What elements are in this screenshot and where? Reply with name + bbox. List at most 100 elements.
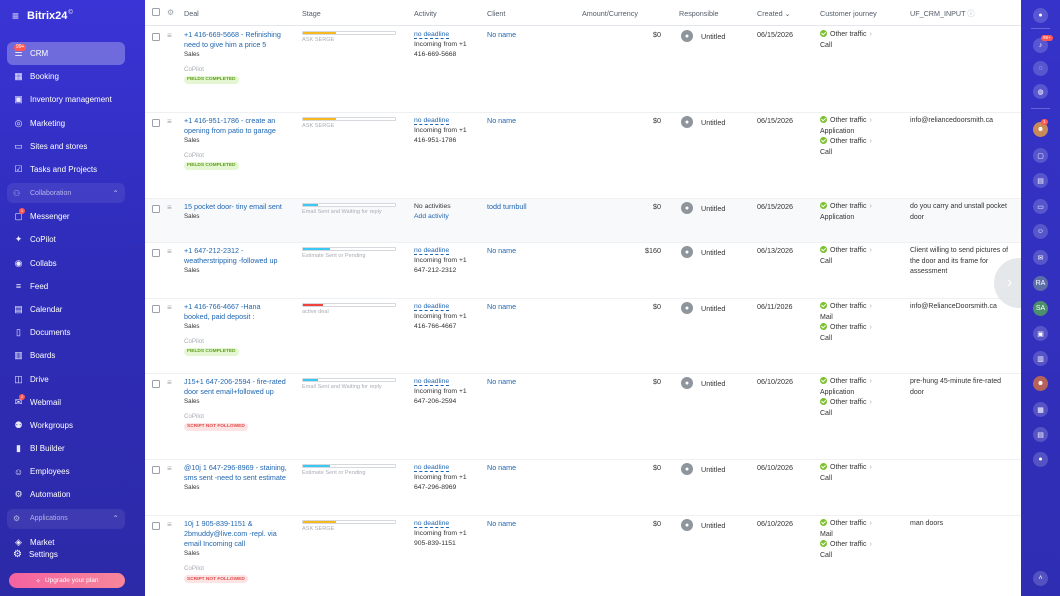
header-created[interactable]: Created ⌄ xyxy=(757,9,791,18)
client-link[interactable]: No name xyxy=(487,519,517,528)
stage-cell[interactable]: ASK SERGE xyxy=(302,117,396,130)
stage-progress-bar[interactable] xyxy=(302,31,396,35)
journey-entry[interactable]: Other traffic › Call xyxy=(820,463,900,484)
sidebar-item-bi-builder[interactable]: ▮ BI Builder xyxy=(7,437,125,460)
stage-cell[interactable]: Estimate Sent or Pending xyxy=(302,247,396,260)
client-link[interactable]: No name xyxy=(487,30,517,39)
activity-deadline-link[interactable]: no deadline xyxy=(414,117,450,125)
row-menu-icon[interactable]: ≡ xyxy=(167,520,172,529)
row-checkbox[interactable] xyxy=(152,249,160,257)
contact-avatar-icon[interactable]: ☻ 1 xyxy=(1033,119,1048,137)
activity-deadline-link[interactable]: no deadline xyxy=(414,520,450,528)
table-row[interactable]: ≡ @10j 1 647-296-8969 - staining, sms sen… xyxy=(145,460,1021,516)
table-row[interactable]: ≡ 15 pocket door- tiny email sent Sales Ema… xyxy=(145,199,1021,243)
responsible-cell[interactable]: ● Untitled xyxy=(681,30,725,42)
stage-cell[interactable]: ASK SERGE xyxy=(302,520,396,533)
sidebar-item-market[interactable]: ◈ Market xyxy=(7,531,125,554)
group-chat-icon[interactable]: ▦ xyxy=(1033,402,1048,417)
table-row[interactable]: ≡ +1 416-669-5668 - Refinishing need to g… xyxy=(145,27,1021,113)
header-responsible[interactable]: Responsible xyxy=(679,9,719,18)
mail-icon[interactable]: ✉ xyxy=(1033,250,1048,265)
sidebar-item-automation[interactable]: ⚙ Automation xyxy=(7,483,125,506)
notes-icon[interactable]: ▤ xyxy=(1033,427,1048,442)
journey-entry[interactable]: Other traffic › Call xyxy=(820,323,900,344)
row-menu-icon[interactable]: ≡ xyxy=(167,247,172,256)
stage-progress-bar[interactable] xyxy=(302,247,396,251)
activity-deadline-link[interactable]: no deadline xyxy=(414,464,450,472)
stage-cell[interactable]: active deal xyxy=(302,303,396,316)
profile-icon[interactable]: ● xyxy=(1033,452,1048,467)
header-deal[interactable]: Deal xyxy=(184,9,199,18)
select-all-checkbox[interactable] xyxy=(152,8,160,16)
sidebar-item-crm[interactable]: ☰ CRM 99+ xyxy=(7,42,125,66)
responsible-cell[interactable]: ● Untitled xyxy=(681,377,725,389)
journey-entry[interactable]: Other traffic › Mail xyxy=(820,302,900,323)
client-link[interactable]: No name xyxy=(487,463,517,472)
chat-icon[interactable]: ▢ xyxy=(1033,148,1048,163)
deal-title-link[interactable]: @10j 1 647-296-8969 - staining, sms sent… xyxy=(184,463,287,483)
stage-progress-bar[interactable] xyxy=(302,378,396,382)
sidebar-item-documents[interactable]: ▯ Documents xyxy=(7,321,125,344)
open-line-icon[interactable]: ▣ xyxy=(1033,326,1048,341)
sidebar-item-boards[interactable]: ▥ Boards xyxy=(7,344,125,367)
row-checkbox[interactable] xyxy=(152,380,160,388)
activity-deadline-link[interactable]: no deadline xyxy=(414,378,450,386)
responsible-cell[interactable]: ● Untitled xyxy=(681,202,725,214)
contact-initials-sa[interactable]: SA xyxy=(1033,301,1048,316)
stage-progress-bar[interactable] xyxy=(302,117,396,121)
journey-entry[interactable]: Other traffic › Call xyxy=(820,246,900,267)
table-row[interactable]: ≡ 10j 1 905-839-1151 & 2bmuddy@live.com -… xyxy=(145,516,1021,596)
calendar-icon[interactable]: ▤ xyxy=(1033,173,1048,188)
copilot-chat-icon[interactable]: ◍ xyxy=(1033,84,1048,99)
sidebar-item-marketing[interactable]: ◎ Marketing xyxy=(7,112,125,135)
deal-title-link[interactable]: +1 416-951-1786 - create an opening from… xyxy=(184,116,276,136)
column-settings-gear-icon[interactable]: ⚙ xyxy=(167,8,175,17)
sidebar-item-feed[interactable]: ≡ Feed xyxy=(7,275,125,298)
responsible-cell[interactable]: ● Untitled xyxy=(681,246,725,258)
stage-progress-bar[interactable] xyxy=(302,303,396,307)
header-activity[interactable]: Activity xyxy=(414,9,437,18)
journey-entry[interactable]: Other traffic › Mail xyxy=(820,519,900,540)
sidebar-item-webmail[interactable]: ✉ Webmail 2 xyxy=(7,391,125,414)
responsible-cell[interactable]: ● Untitled xyxy=(681,116,725,128)
contact-initials-ra[interactable]: RA xyxy=(1033,276,1048,291)
deal-title-link[interactable]: +1 416-766-4667 -Hana booked, paid depos… xyxy=(184,302,261,322)
responsible-cell[interactable]: ● Untitled xyxy=(681,519,725,531)
client-link[interactable]: No name xyxy=(487,246,517,255)
menu-burger-icon[interactable]: ≡ xyxy=(12,9,20,23)
scroll-up-chevron-icon[interactable]: ˄ xyxy=(1033,571,1048,586)
row-checkbox[interactable] xyxy=(152,33,160,41)
journey-entry[interactable]: Other traffic › Call xyxy=(820,137,900,158)
message-icon[interactable]: ▭ xyxy=(1033,199,1048,214)
table-row[interactable]: ≡ +1 416-951-1786 - create an opening fro… xyxy=(145,113,1021,199)
row-checkbox[interactable] xyxy=(152,305,160,313)
row-menu-icon[interactable]: ≡ xyxy=(167,117,172,126)
search-icon[interactable]: ◌ xyxy=(1033,61,1048,76)
journey-entry[interactable]: Other traffic › Call xyxy=(820,398,900,419)
stage-cell[interactable]: Email Sent and Waiting for reply xyxy=(302,203,396,216)
journey-entry[interactable]: Other traffic › Application xyxy=(820,202,900,223)
stage-progress-bar[interactable] xyxy=(302,464,396,468)
sidebar-item-collabs[interactable]: ◉ Collabs xyxy=(7,252,125,275)
sidebar-group-collaboration[interactable]: ⚇ Collaboration ⌃ xyxy=(7,183,125,204)
user-avatar-icon[interactable]: ● xyxy=(1033,8,1048,23)
journey-entry[interactable]: Other traffic › Call xyxy=(820,540,900,561)
sidebar-item-workgroups[interactable]: ⚉ Workgroups xyxy=(7,414,125,437)
responsible-cell[interactable]: ● Untitled xyxy=(681,463,725,475)
client-link[interactable]: todd turnbull xyxy=(487,202,527,211)
sidebar-item-messenger[interactable]: ▢ Messenger 1 xyxy=(7,205,125,228)
sidebar-item-drive[interactable]: ◫ Drive xyxy=(7,367,125,390)
client-link[interactable]: No name xyxy=(487,116,517,125)
row-checkbox[interactable] xyxy=(152,119,160,127)
row-checkbox[interactable] xyxy=(152,466,160,474)
sidebar-settings[interactable]: ⚙ Settings xyxy=(13,549,58,560)
table-row[interactable]: ≡ J15+1 647-206-2594 - fire-rated door se… xyxy=(145,374,1021,460)
header-client[interactable]: Client xyxy=(487,9,506,18)
row-checkbox[interactable] xyxy=(152,205,160,213)
sidebar-item-inventory-management[interactable]: ▣ Inventory management xyxy=(7,88,125,111)
stage-progress-bar[interactable] xyxy=(302,203,396,207)
deal-title-link[interactable]: +1 647-212-2312 - weatherstripping -foll… xyxy=(184,246,278,266)
telephony-icon[interactable]: ▥ xyxy=(1033,351,1048,366)
app-logo[interactable]: Bitrix24© xyxy=(27,10,73,22)
deal-title-link[interactable]: 10j 1 905-839-1151 & 2bmuddy@live.com -r… xyxy=(184,519,277,549)
